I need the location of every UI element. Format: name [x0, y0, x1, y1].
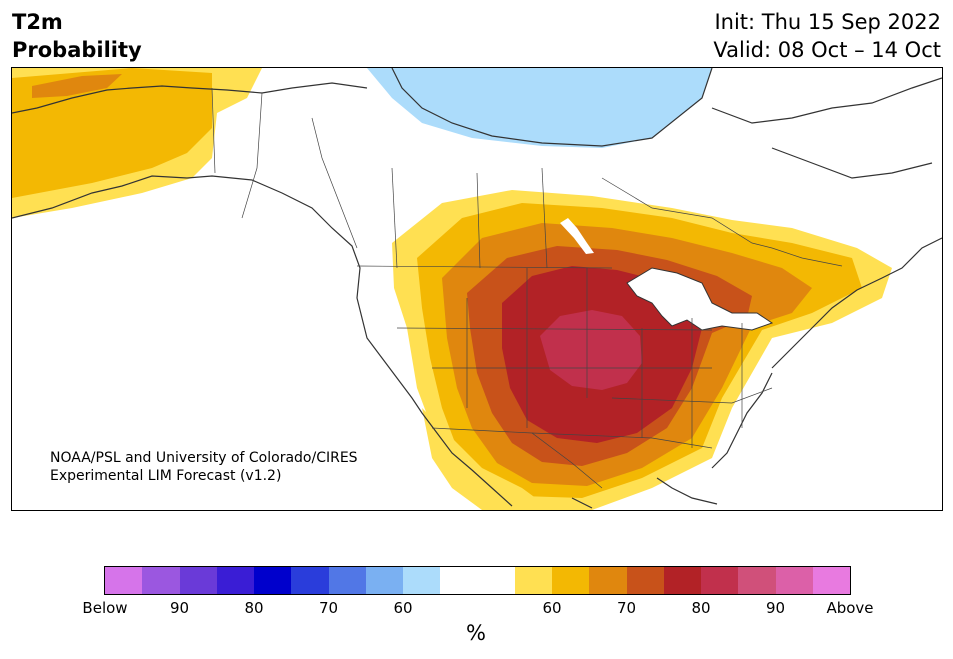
colorbar-segment	[477, 567, 515, 594]
colorbar-tick-label: Above	[826, 599, 874, 617]
colorbar-segment	[663, 567, 701, 594]
colorbar-segment	[626, 567, 664, 594]
colorbar-tick-label: 70	[318, 599, 339, 617]
colorbar-segment	[254, 567, 292, 594]
colorbar-segment	[775, 567, 813, 594]
colorbar-tick-label: 80	[691, 599, 711, 617]
credit-line-1: NOAA/PSL and University of Colorado/CIRE…	[50, 450, 358, 466]
colorbar-segment	[589, 567, 627, 594]
colorbar-segment	[328, 567, 366, 594]
colorbar-tick-label: 90	[765, 599, 786, 617]
colorbar-segment	[365, 567, 403, 594]
credit-text: NOAA/PSL and University of Colorado/CIRE…	[50, 449, 358, 485]
colorbar-segment	[179, 567, 217, 594]
colorbar-segment	[142, 567, 180, 594]
colorbar-tick-label: 80	[244, 599, 264, 617]
political-borders	[211, 87, 843, 489]
map-title: T2m Probability	[12, 8, 142, 64]
title-line-2: Probability	[12, 38, 142, 62]
forecast-dates: Init: Thu 15 Sep 2022 Valid: 08 Oct – 14…	[713, 8, 941, 64]
colorbar-segment	[216, 567, 254, 594]
valid-range: Valid: 08 Oct – 14 Oct	[713, 38, 941, 62]
colorbar-tick-label: 60	[542, 599, 562, 617]
credit-line-2: Experimental LIM Forecast (v1.2)	[50, 468, 282, 484]
colorbar-segment	[514, 567, 552, 594]
hudson-bay-cool-region	[367, 68, 712, 148]
colorbar-tick-label: Below	[82, 599, 128, 617]
warm-anomaly-80	[540, 310, 642, 390]
colorbar-segment	[291, 567, 329, 594]
coastlines	[12, 68, 942, 509]
colorbar-segment	[105, 567, 143, 594]
colorbar-segment	[812, 567, 850, 594]
init-date: Init: Thu 15 Sep 2022	[714, 10, 941, 34]
colorbar-unit-label: %	[466, 621, 486, 645]
probability-map	[12, 68, 942, 510]
colorbar-tick-label: 70	[616, 599, 637, 617]
colorbar	[104, 566, 851, 595]
colorbar-ticks: Below 90 80 70 60 60 70 80 90 Above	[82, 599, 873, 619]
title-line-1: T2m	[12, 10, 63, 34]
alaska-orange-region	[32, 74, 122, 98]
colorbar-segment	[403, 567, 441, 594]
colorbar-segment	[552, 567, 590, 594]
colorbar-segment	[701, 567, 739, 594]
map-panel: NOAA/PSL and University of Colorado/CIRE…	[11, 67, 943, 511]
colorbar-segment	[440, 567, 478, 594]
colorbar-segment	[738, 567, 776, 594]
mexico-yellow-region	[422, 408, 552, 510]
colorbar-tick-label: 90	[169, 599, 190, 617]
colorbar-tick-label: 60	[393, 599, 413, 617]
lake-winnipeg	[560, 218, 594, 254]
great-lakes	[626, 267, 774, 331]
